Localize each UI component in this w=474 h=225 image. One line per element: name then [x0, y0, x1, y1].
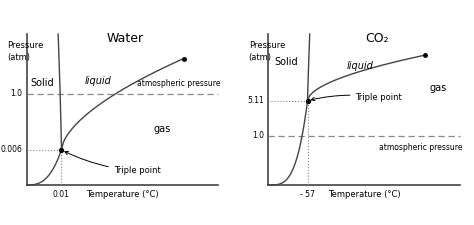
Text: 1.0: 1.0: [252, 131, 264, 140]
Text: Temperature (°C): Temperature (°C): [328, 190, 401, 199]
Text: atmospheric pressure: atmospheric pressure: [379, 143, 462, 152]
Text: Temperature (°C): Temperature (°C): [86, 190, 159, 199]
Text: Water: Water: [106, 32, 143, 45]
Text: liquid: liquid: [85, 76, 112, 86]
Text: (atm): (atm): [7, 53, 30, 62]
Text: atmospheric pressure: atmospheric pressure: [137, 79, 220, 88]
Text: gas: gas: [430, 83, 447, 93]
Text: 0.01: 0.01: [53, 190, 70, 199]
Text: 5.11: 5.11: [247, 96, 264, 105]
Text: Pressure: Pressure: [249, 41, 285, 50]
Text: 0.006: 0.006: [0, 145, 22, 154]
Text: Solid: Solid: [274, 57, 298, 67]
Text: Solid: Solid: [30, 78, 54, 88]
Text: gas: gas: [153, 124, 170, 134]
Text: (atm): (atm): [249, 53, 272, 62]
Text: - 57: - 57: [300, 190, 315, 199]
Text: 1.0: 1.0: [10, 89, 22, 98]
Text: Pressure: Pressure: [7, 41, 43, 50]
Text: Triple point: Triple point: [311, 93, 402, 102]
Text: Triple point: Triple point: [65, 151, 161, 176]
Text: CO₂: CO₂: [365, 32, 389, 45]
Text: liquid: liquid: [346, 61, 374, 71]
